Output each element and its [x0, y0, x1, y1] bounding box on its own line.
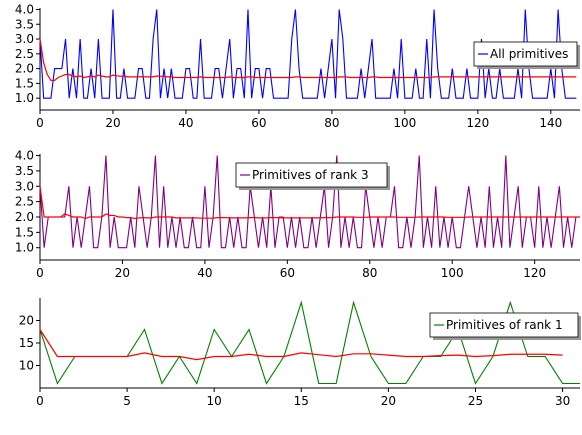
- x-tick-label: 0: [36, 116, 44, 130]
- legend-box: [429, 312, 579, 338]
- y-tick-label: 20: [19, 314, 34, 328]
- x-tick-label: 100: [393, 116, 416, 130]
- x-tick-label: 80: [362, 266, 377, 280]
- series-line-average: [39, 38, 577, 82]
- x-tick-label: 40: [197, 266, 212, 280]
- series-line-primitives-of-rank-3: [39, 155, 580, 249]
- y-tick-label: 3.0: [15, 32, 34, 46]
- legend-label: Primitives of rank 3: [252, 168, 369, 182]
- legend-box: [473, 41, 578, 67]
- x-tick-label: 10: [207, 394, 222, 408]
- legend-label: All primitives: [490, 47, 568, 61]
- series-line-average: [39, 329, 563, 361]
- x-tick-label: 60: [251, 116, 266, 130]
- x-tick-label: 20: [105, 116, 120, 130]
- x-tick-label: 15: [294, 394, 309, 408]
- legend-label: Primitives of rank 1: [446, 318, 563, 332]
- x-tick-label: 5: [123, 394, 131, 408]
- y-tick-label: 3.5: [15, 17, 34, 31]
- y-tick-label: 1.0: [15, 91, 34, 105]
- x-tick-label: 80: [324, 116, 339, 130]
- y-tick-label: 10: [19, 359, 34, 373]
- x-tick-label: 20: [381, 394, 396, 408]
- chart-all-primitives: 1.01.52.02.53.03.54.0 0 20 40 60 80 100 120 140 A…: [15, 2, 580, 130]
- x-tick-label: 20: [115, 266, 130, 280]
- legend: Primitives of rank 3: [235, 162, 390, 190]
- series-line-primitives-of-rank-1: [39, 300, 580, 385]
- legend-box: [235, 162, 388, 188]
- y-tick-label: 3.0: [15, 179, 34, 193]
- y-tick-label: 4.0: [15, 149, 34, 163]
- y-tick-label: 1.5: [15, 225, 34, 239]
- x-tick-label: 0: [36, 394, 44, 408]
- x-tick-label: 100: [441, 266, 464, 280]
- x-tick-label: 120: [466, 116, 489, 130]
- x-tick-label: 40: [178, 116, 193, 130]
- y-tick-label: 4.0: [15, 2, 34, 16]
- y-tick-label: 15: [19, 336, 34, 350]
- x-tick-label: 140: [539, 116, 562, 130]
- series-line-all-primitives: [39, 9, 577, 99]
- y-tick-label: 2.5: [15, 47, 34, 61]
- chart-primitives-rank-3: 1.0 1.52.02.5 3.03.54.0 0 20 40 60 80 100 120 Prim…: [15, 149, 580, 280]
- chart-primitives-rank-1: 10 15 20 0 5 10 15 20 25 30 Primitives of rank 1: [19, 298, 581, 408]
- x-tick-label: 120: [523, 266, 546, 280]
- x-tick-label: 0: [36, 266, 44, 280]
- y-tick-label: 1.0: [15, 241, 34, 255]
- x-tick-label: 25: [468, 394, 483, 408]
- y-tick-label: 1.5: [15, 76, 34, 90]
- x-tick-label: 60: [280, 266, 295, 280]
- y-tick-label: 3.5: [15, 164, 34, 178]
- series-line-average: [39, 186, 580, 220]
- legend: Primitives of rank 1: [429, 312, 581, 340]
- legend: All primitives: [473, 41, 580, 69]
- x-tick-label: 30: [555, 394, 570, 408]
- y-tick-label: 2.0: [15, 62, 34, 76]
- y-tick-label: 2.5: [15, 195, 34, 209]
- y-tick-label: 2.0: [15, 210, 34, 224]
